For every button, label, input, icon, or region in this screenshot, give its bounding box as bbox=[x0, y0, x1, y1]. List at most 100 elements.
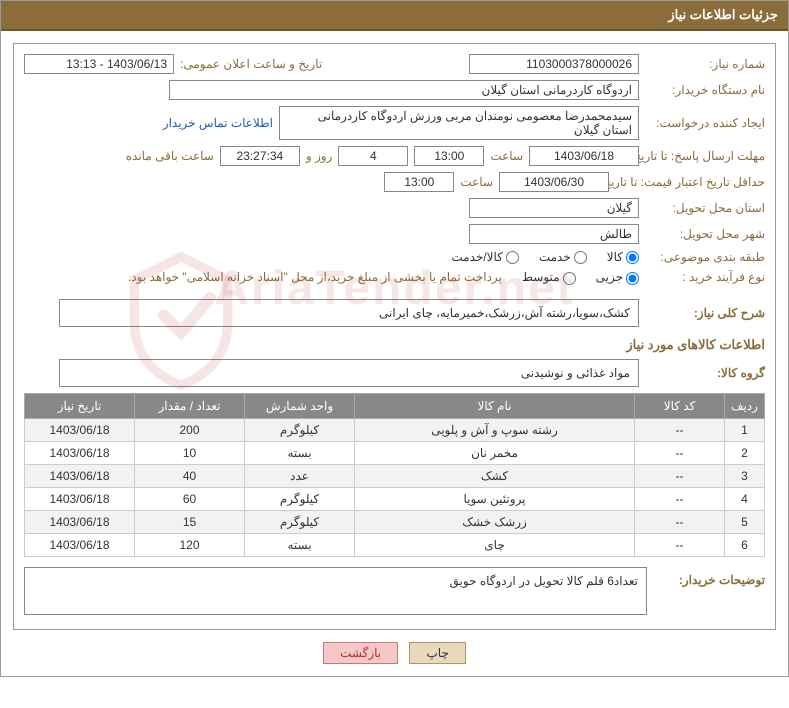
cell-code: -- bbox=[635, 418, 725, 441]
cell-date: 1403/06/18 bbox=[25, 487, 135, 510]
radio-cat-both-input[interactable] bbox=[506, 251, 519, 264]
table-row: 3--کشکعدد401403/06/18 bbox=[25, 464, 765, 487]
cell-date: 1403/06/18 bbox=[25, 464, 135, 487]
cell-code: -- bbox=[635, 510, 725, 533]
th-unit: واحد شمارش bbox=[245, 393, 355, 418]
table-header-row: ردیف کد کالا نام کالا واحد شمارش تعداد /… bbox=[25, 393, 765, 418]
label-city: شهر محل تحویل: bbox=[645, 227, 765, 241]
cell-name: رشته سوپ و آش و پلویی bbox=[355, 418, 635, 441]
button-row: چاپ بازگشت bbox=[13, 642, 776, 664]
label-validity: حداقل تاریخ اعتبار قیمت: تا تاریخ: bbox=[615, 175, 765, 189]
cell-code: -- bbox=[635, 441, 725, 464]
row-buyer-notes: توضیحات خریدار: تعداد6 قلم کالا تحویل در… bbox=[24, 567, 765, 615]
panel-container: جزئیات اطلاعات نیاز شماره نیاز: 11030003… bbox=[0, 0, 789, 677]
cell-name: زرشک خشک bbox=[355, 510, 635, 533]
row-category: طبقه بندی موضوعی: کالا خدمت کالا/خدمت bbox=[24, 250, 765, 264]
label-overall: شرح کلی نیاز: bbox=[645, 306, 765, 320]
radio-proc-small[interactable]: جزیی bbox=[596, 270, 639, 284]
row-group: گروه کالا: مواد غذائی و نوشیدنی bbox=[24, 359, 765, 387]
value-deadline-time: 13:00 bbox=[414, 146, 484, 166]
row-validity: حداقل تاریخ اعتبار قیمت: تا تاریخ: 1403/… bbox=[24, 172, 765, 192]
value-buyer-org: اردوگاه کاردرمانی استان گیلان bbox=[169, 80, 639, 100]
cell-n: 2 bbox=[725, 441, 765, 464]
label-deadline: مهلت ارسال پاسخ: تا تاریخ: bbox=[645, 149, 765, 163]
row-deadline: مهلت ارسال پاسخ: تا تاریخ: 1403/06/18 سا… bbox=[24, 146, 765, 166]
cell-code: -- bbox=[635, 533, 725, 556]
value-overall: کشک،سویا،رشته آش،زرشک،خمیرمایه، چای ایرا… bbox=[59, 299, 639, 327]
label-process: نوع فرآیند خرید : bbox=[645, 270, 765, 284]
link-buyer-contact[interactable]: اطلاعات تماس خریدار bbox=[163, 116, 273, 130]
cell-name: کشک bbox=[355, 464, 635, 487]
label-time-1: ساعت bbox=[490, 149, 523, 163]
row-requester: ایجاد کننده درخواست: سیدمحمدرضا معصومی ن… bbox=[24, 106, 765, 140]
label-days-and: روز و bbox=[306, 149, 333, 163]
label-province: استان محل تحویل: bbox=[645, 201, 765, 215]
cell-code: -- bbox=[635, 464, 725, 487]
cell-qty: 10 bbox=[135, 441, 245, 464]
value-buyer-notes: تعداد6 قلم کالا تحویل در اردوگاه حویق bbox=[24, 567, 647, 615]
value-deadline-date: 1403/06/18 bbox=[529, 146, 639, 166]
value-province: گیلان bbox=[469, 198, 639, 218]
cell-code: -- bbox=[635, 487, 725, 510]
table-row: 5--زرشک خشککیلوگرم151403/06/18 bbox=[25, 510, 765, 533]
print-button[interactable]: چاپ bbox=[409, 642, 465, 664]
label-category: طبقه بندی موضوعی: bbox=[645, 250, 765, 264]
cell-n: 1 bbox=[725, 418, 765, 441]
cell-name: پروتئین سویا bbox=[355, 487, 635, 510]
value-announce: 1403/06/13 - 13:13 bbox=[24, 54, 174, 74]
radio-cat-service[interactable]: خدمت bbox=[539, 250, 587, 264]
cell-qty: 60 bbox=[135, 487, 245, 510]
cell-unit: کیلوگرم bbox=[245, 510, 355, 533]
value-validity-date: 1403/06/30 bbox=[499, 172, 609, 192]
radio-cat-both[interactable]: کالا/خدمت bbox=[451, 250, 518, 264]
panel-header: جزئیات اطلاعات نیاز bbox=[1, 1, 788, 31]
row-request-no: شماره نیاز: 1103000378000026 تاریخ و ساع… bbox=[24, 54, 765, 74]
value-group: مواد غذائی و نوشیدنی bbox=[59, 359, 639, 387]
th-row: ردیف bbox=[725, 393, 765, 418]
cell-date: 1403/06/18 bbox=[25, 510, 135, 533]
panel-title: جزئیات اطلاعات نیاز bbox=[668, 7, 778, 22]
items-section-title: اطلاعات کالاهای مورد نیاز bbox=[24, 337, 765, 353]
items-table: ردیف کد کالا نام کالا واحد شمارش تعداد /… bbox=[24, 393, 765, 557]
value-days: 4 bbox=[338, 146, 408, 166]
cell-qty: 200 bbox=[135, 418, 245, 441]
label-requester: ایجاد کننده درخواست: bbox=[645, 116, 765, 130]
table-row: 1--رشته سوپ و آش و پلوییکیلوگرم2001403/0… bbox=[25, 418, 765, 441]
th-name: نام کالا bbox=[355, 393, 635, 418]
table-body: 1--رشته سوپ و آش و پلوییکیلوگرم2001403/0… bbox=[25, 418, 765, 556]
table-row: 4--پروتئین سویاکیلوگرم601403/06/18 bbox=[25, 487, 765, 510]
th-qty: تعداد / مقدار bbox=[135, 393, 245, 418]
row-buyer-org: نام دستگاه خریدار: اردوگاه کاردرمانی است… bbox=[24, 80, 765, 100]
radio-proc-medium[interactable]: متوسط bbox=[522, 270, 576, 284]
table-row: 2--مخمر نانبسته101403/06/18 bbox=[25, 441, 765, 464]
row-province: استان محل تحویل: گیلان bbox=[24, 198, 765, 218]
radio-cat-goods-input[interactable] bbox=[626, 251, 639, 264]
row-overall: شرح کلی نیاز: کشک،سویا،رشته آش،زرشک،خمیر… bbox=[24, 299, 765, 327]
cell-date: 1403/06/18 bbox=[25, 533, 135, 556]
label-group: گروه کالا: bbox=[645, 366, 765, 380]
cell-qty: 40 bbox=[135, 464, 245, 487]
th-code: کد کالا bbox=[635, 393, 725, 418]
label-time-2: ساعت bbox=[460, 175, 493, 189]
table-row: 6--چایبسته1201403/06/18 bbox=[25, 533, 765, 556]
cell-n: 4 bbox=[725, 487, 765, 510]
row-process: نوع فرآیند خرید : جزیی متوسط پرداخت تمام… bbox=[24, 270, 765, 284]
cell-qty: 120 bbox=[135, 533, 245, 556]
row-city: شهر محل تحویل: طالش bbox=[24, 224, 765, 244]
cell-name: چای bbox=[355, 533, 635, 556]
cell-date: 1403/06/18 bbox=[25, 418, 135, 441]
cell-unit: کیلوگرم bbox=[245, 418, 355, 441]
radio-proc-medium-input[interactable] bbox=[563, 272, 576, 285]
cell-qty: 15 bbox=[135, 510, 245, 533]
cell-n: 6 bbox=[725, 533, 765, 556]
radio-proc-small-input[interactable] bbox=[626, 272, 639, 285]
value-validity-time: 13:00 bbox=[384, 172, 454, 192]
radio-cat-goods[interactable]: کالا bbox=[607, 250, 639, 264]
label-buyer-notes: توضیحات خریدار: bbox=[655, 567, 765, 615]
label-announce: تاریخ و ساعت اعلان عمومی: bbox=[180, 57, 322, 71]
cell-unit: عدد bbox=[245, 464, 355, 487]
label-buyer-org: نام دستگاه خریدار: bbox=[645, 83, 765, 97]
radio-cat-service-input[interactable] bbox=[574, 251, 587, 264]
payment-note: پرداخت تمام یا بخشی از مبلغ خرید،از محل … bbox=[128, 270, 502, 284]
back-button[interactable]: بازگشت bbox=[323, 642, 398, 664]
